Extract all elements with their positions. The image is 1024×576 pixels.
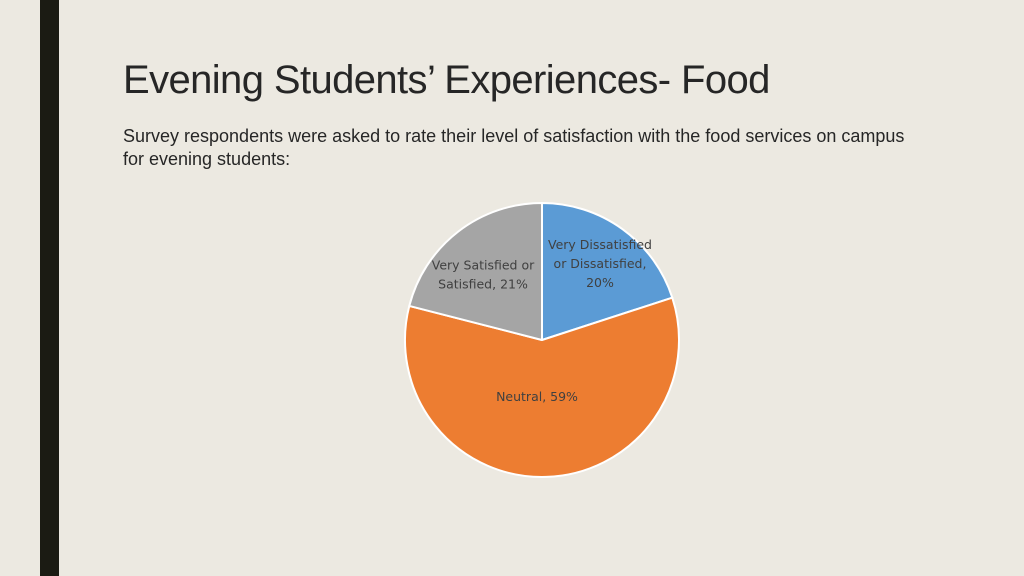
slide-title: Evening Students’ Experiences- Food bbox=[123, 58, 770, 102]
slide-body-text: Survey respondents were asked to rate th… bbox=[123, 126, 905, 169]
pie-slice-label-line: Very Dissatisfied bbox=[548, 237, 652, 252]
pie-slice-label-3: Very Satisfied or Satisfied, 21% bbox=[432, 258, 535, 292]
pie-slice-2 bbox=[404, 296, 680, 478]
pie-slice-label-line: 20% bbox=[586, 275, 614, 290]
pie-labels: Very Dissatisfied or Dissatisfied, 20% Neut… bbox=[432, 237, 652, 404]
pie-slice-label-2: Neutral, 59% bbox=[496, 389, 578, 404]
pie-slice-label-line: Very Satisfied or bbox=[432, 258, 535, 273]
accent-bar bbox=[40, 0, 59, 576]
pie-slice-label-line: Satisfied, 21% bbox=[438, 277, 528, 292]
pie-slice-1 bbox=[541, 202, 674, 341]
pie-slices bbox=[404, 202, 680, 478]
pie-slice-label-line: or Dissatisfied, bbox=[554, 256, 647, 271]
pie-slice-label-line: Neutral, 59% bbox=[496, 389, 578, 404]
pie-slice-3 bbox=[408, 202, 543, 341]
pie-slice-label-1: Very Dissatisfied or Dissatisfied, 20% bbox=[548, 237, 652, 290]
